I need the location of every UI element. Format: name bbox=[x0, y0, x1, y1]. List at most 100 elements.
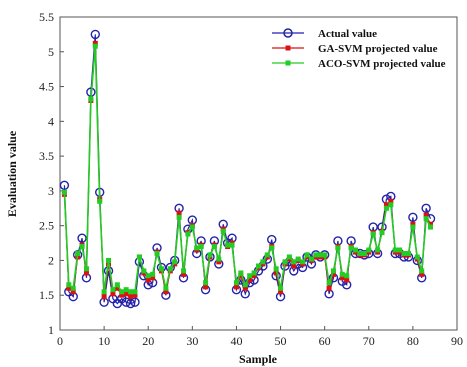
data-point-aco-svm bbox=[256, 263, 261, 269]
y-tick-label: 4.5 bbox=[39, 80, 54, 94]
data-point-aco-svm bbox=[330, 268, 336, 274]
data-point-ga-svm bbox=[388, 198, 394, 204]
data-point-aco-svm bbox=[291, 259, 297, 265]
data-point-aco-svm bbox=[145, 273, 151, 279]
data-point-aco-svm bbox=[163, 285, 169, 291]
legend-label-ga-svm: GA-SVM projected value bbox=[318, 43, 438, 55]
data-point-actual bbox=[125, 298, 136, 309]
series-layer bbox=[59, 29, 436, 309]
data-point-actual bbox=[59, 180, 70, 191]
x-tick-label: 80 bbox=[407, 334, 419, 348]
data-point-aco-svm bbox=[401, 250, 407, 256]
data-point-aco-svm bbox=[110, 287, 116, 293]
data-point-ga-svm bbox=[278, 289, 284, 295]
data-point-actual bbox=[77, 233, 87, 243]
legend-item-actual: Actual value bbox=[272, 28, 377, 40]
data-point-aco-svm bbox=[194, 245, 200, 251]
data-point-ga-svm bbox=[291, 263, 297, 269]
data-point-aco-svm bbox=[88, 96, 94, 102]
legend-item-ga-svm: GA-SVM projected value bbox=[272, 43, 438, 55]
data-point-aco-svm bbox=[335, 245, 341, 251]
y-tick-label: 1 bbox=[48, 323, 54, 337]
data-point-aco-svm bbox=[304, 252, 310, 258]
data-point-aco-svm bbox=[375, 247, 381, 253]
data-point-actual bbox=[90, 29, 100, 40]
y-tick-label: 2.5 bbox=[39, 219, 54, 233]
data-point-ga-svm bbox=[150, 275, 156, 281]
x-tick-label: 40 bbox=[230, 334, 242, 348]
y-tick-label: 3 bbox=[48, 184, 54, 198]
legend-item-aco-svm: ACO-SVM projected value bbox=[272, 58, 446, 70]
x-tick-label: 30 bbox=[186, 334, 198, 348]
data-point-ga-svm bbox=[114, 285, 120, 291]
y-tick-label: 5 bbox=[48, 45, 54, 59]
data-point-ga-svm bbox=[326, 285, 332, 291]
data-point-aco-svm bbox=[198, 244, 204, 250]
legend-marker-square-green bbox=[285, 60, 291, 66]
data-point-aco-svm bbox=[66, 282, 72, 288]
data-point-aco-svm bbox=[83, 266, 89, 272]
data-point-actual bbox=[408, 212, 418, 223]
data-point-aco-svm bbox=[141, 268, 147, 274]
data-point-ga-svm bbox=[123, 291, 129, 297]
data-point-aco-svm bbox=[247, 273, 253, 279]
data-point-ga-svm bbox=[383, 202, 389, 208]
y-axis-ticks: 1 1.5 2 2.5 3 3.5 4 4.5 5 5.5 bbox=[39, 10, 64, 337]
x-tick-label: 50 bbox=[275, 334, 287, 348]
data-point-ga-svm bbox=[428, 221, 434, 227]
data-point-aco-svm bbox=[410, 224, 416, 230]
data-point-aco-svm bbox=[317, 252, 323, 258]
data-point-ga-svm bbox=[251, 273, 257, 279]
data-point-aco-svm bbox=[278, 285, 284, 291]
data-point-aco-svm bbox=[176, 214, 182, 220]
data-point-aco-svm bbox=[383, 205, 389, 211]
legend-marker-square-red bbox=[285, 45, 291, 51]
data-point-aco-svm bbox=[203, 280, 209, 286]
data-point-aco-svm bbox=[405, 250, 411, 256]
data-point-ga-svm bbox=[101, 294, 107, 300]
data-point-aco-svm bbox=[97, 198, 103, 204]
data-point-aco-svm bbox=[242, 282, 248, 288]
data-point-actual bbox=[130, 297, 140, 307]
series-aco-svm bbox=[61, 43, 434, 295]
data-point-ga-svm bbox=[92, 40, 98, 46]
data-point-ga-svm bbox=[410, 221, 416, 227]
data-point-aco-svm bbox=[397, 247, 403, 253]
data-point-aco-svm bbox=[172, 259, 178, 265]
data-point-aco-svm bbox=[181, 268, 187, 274]
x-tick-label: 10 bbox=[98, 334, 110, 348]
data-point-ga-svm bbox=[66, 285, 72, 291]
y-tick-label: 4 bbox=[48, 114, 54, 128]
data-point-aco-svm bbox=[344, 273, 350, 279]
x-axis-label: Sample bbox=[239, 352, 278, 366]
data-point-ga-svm bbox=[216, 259, 222, 265]
data-point-ga-svm bbox=[273, 270, 279, 276]
y-axis-label: Evaluation value bbox=[5, 130, 19, 217]
data-point-aco-svm bbox=[269, 245, 275, 251]
data-point-aco-svm bbox=[136, 254, 142, 260]
x-tick-label: 0 bbox=[57, 334, 63, 348]
data-point-aco-svm bbox=[128, 289, 134, 295]
data-point-ga-svm bbox=[247, 277, 253, 283]
x-axis-ticks: 0 10 20 30 40 50 60 70 80 90 bbox=[57, 326, 463, 348]
legend-box bbox=[268, 24, 454, 74]
data-point-ga-svm bbox=[423, 212, 429, 218]
data-point-ga-svm bbox=[176, 210, 182, 216]
data-point-ga-svm bbox=[330, 271, 336, 277]
y-tick-label: 1.5 bbox=[39, 288, 54, 302]
data-point-aco-svm bbox=[185, 231, 191, 237]
legend-label-aco-svm: ACO-SVM projected value bbox=[318, 58, 446, 70]
data-point-aco-svm bbox=[308, 256, 314, 262]
data-point-aco-svm bbox=[189, 224, 195, 230]
legend-marker-circle bbox=[283, 28, 293, 38]
x-tick-label: 20 bbox=[142, 334, 154, 348]
data-point-aco-svm bbox=[216, 256, 222, 262]
data-point-ga-svm bbox=[233, 284, 239, 290]
x-tick-label: 60 bbox=[319, 334, 331, 348]
data-point-aco-svm bbox=[357, 250, 363, 256]
data-point-aco-svm bbox=[339, 271, 345, 277]
data-point-actual bbox=[121, 297, 131, 307]
x-tick-label: 90 bbox=[451, 334, 463, 348]
data-point-aco-svm bbox=[370, 231, 376, 237]
